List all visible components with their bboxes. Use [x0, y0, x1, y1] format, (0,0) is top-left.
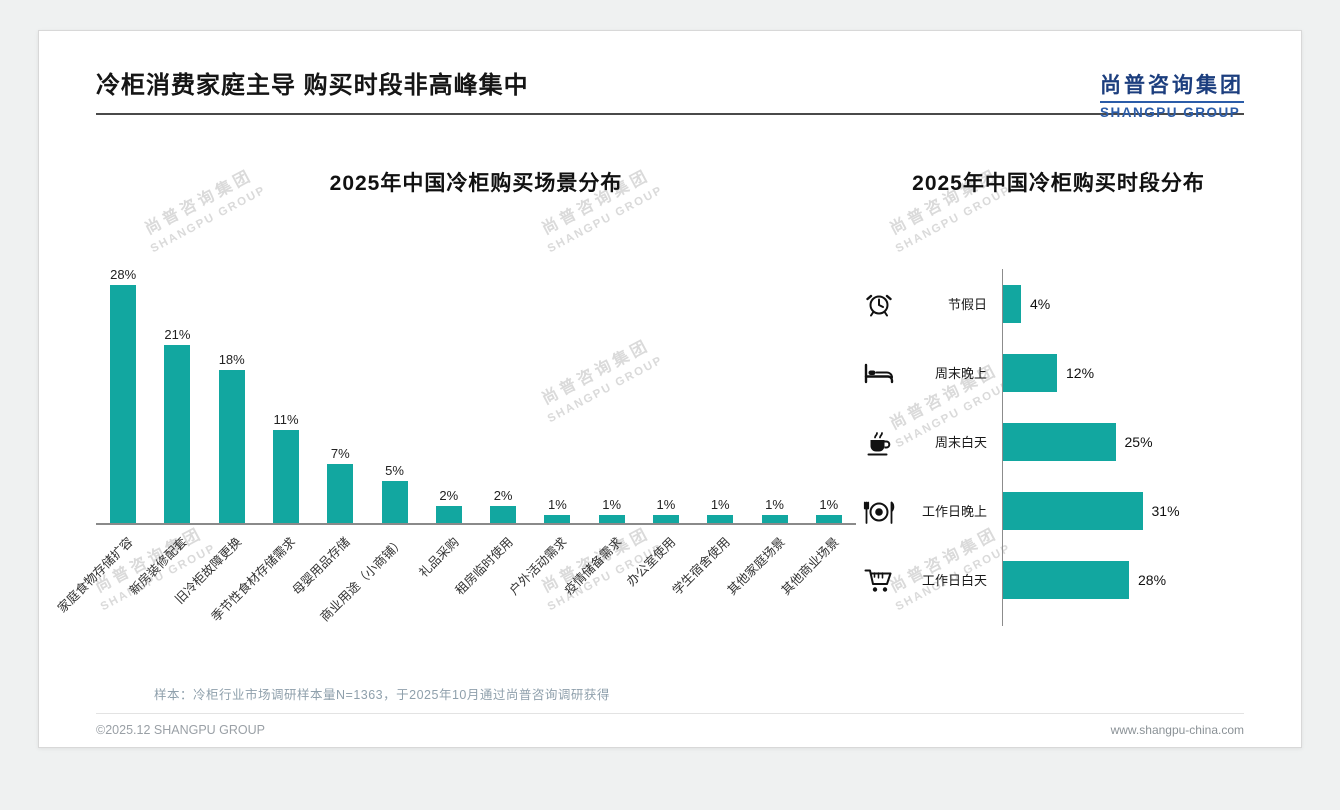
- bar-value-label: 18%: [218, 352, 245, 367]
- scene-bar-column: 2% 租房临时使用: [453, 253, 530, 598]
- time-category-label: 周末白天: [934, 435, 987, 450]
- scene-category-label: 疫情储备需求: [561, 534, 625, 598]
- time-bar-area: 25%: [1002, 407, 1261, 476]
- time-bar: [1003, 284, 1021, 323]
- header-divider: [96, 113, 1244, 115]
- time-category-label: 周末晚上: [934, 366, 987, 381]
- time-bar-area: 4%: [1002, 269, 1261, 338]
- scene-bar-column: 5% 商业用途（小商铺）: [318, 253, 421, 624]
- scene-bar-column: 21% 新房装修配套: [127, 253, 204, 598]
- page-title: 冷柜消费家庭主导 购买时段非高峰集中: [96, 72, 529, 99]
- bar-value-label: 5%: [385, 462, 404, 478]
- company-logo: 尚普咨询集团 SHANGPU GROUP: [1100, 69, 1244, 120]
- time-row: 工作日晚上 31%: [856, 476, 1261, 545]
- time-category-label: 工作日晚上: [921, 504, 987, 519]
- logo-cn-text: 尚普咨询集团: [1100, 74, 1244, 97]
- bar-value-label: 1%: [656, 496, 676, 512]
- time-bar: [1003, 491, 1143, 530]
- scene-bar: [761, 514, 788, 523]
- shopping-cart-icon: [856, 565, 902, 595]
- scene-bar: [544, 514, 571, 523]
- sample-note: 样本：冷柜行业市场调研样本量N=1363，于2025年10月通过尚普咨询调研获得: [154, 688, 610, 702]
- scene-bar: [490, 506, 517, 523]
- scene-bar: [381, 480, 408, 523]
- scene-bar-column: 28% 家庭食物存储扩容: [55, 253, 150, 615]
- scene-category-label: 户外活动需求: [507, 534, 571, 598]
- header: 冷柜消费家庭主导 购买时段非高峰集中: [39, 31, 1301, 100]
- time-bar-area: 28%: [1002, 545, 1261, 614]
- scene-bar: [218, 370, 245, 523]
- scene-bar: [164, 344, 191, 523]
- slide-card: 尚普咨询集团 SHANGPU GROUP 尚普咨询集团 SHANGPU GROU…: [38, 30, 1302, 748]
- dining-icon: [856, 496, 902, 526]
- time-bar: [1003, 353, 1057, 392]
- scene-bar-column: 1% 办公室使用: [625, 253, 693, 589]
- scene-bar: [815, 514, 842, 523]
- scene-bar-column: 1% 户外活动需求: [507, 253, 584, 598]
- scene-bar-column: 11% 季节性食材存储需求: [209, 253, 313, 624]
- time-bar-area: 31%: [1002, 476, 1261, 545]
- bar-value-label: 1%: [547, 496, 567, 512]
- charts-area: 2025年中国冷柜购买场景分布 28% 家庭食物存储扩容 21% 新房装修配套 18% 旧…: [39, 167, 1301, 626]
- scene-bar: [110, 285, 137, 523]
- scene-bar-column: 7% 母婴用品存储: [290, 253, 367, 598]
- time-chart-title: 2025年中国冷柜购买时段分布: [912, 172, 1205, 195]
- scene-bar-column: 2% 礼品采购: [416, 253, 476, 580]
- scene-bar: [652, 514, 679, 523]
- bar-value-label: 1%: [710, 496, 730, 512]
- bar-value-label: 28%: [110, 267, 137, 282]
- time-row: 周末晚上 12%: [856, 338, 1261, 407]
- scene-category-label: 家庭食物存储扩容: [55, 534, 136, 616]
- bar-value-label: 21%: [164, 326, 191, 342]
- scene-chart-title: 2025年中国冷柜购买场景分布: [329, 172, 623, 195]
- scene-chart: 2025年中国冷柜购买场景分布 28% 家庭食物存储扩容 21% 新房装修配套 18% 旧…: [55, 167, 856, 626]
- alarm-clock-icon: [856, 289, 902, 319]
- time-chart: 2025年中国冷柜购买时段分布 节假日 4% 周末晚上 12% 周末白天 25% 工作…: [856, 167, 1261, 626]
- scene-bar-column: 1% 其他家庭场景: [724, 253, 801, 598]
- scene-bar-column: 18% 旧冷柜故障更换: [173, 253, 259, 607]
- time-bar: [1003, 422, 1116, 461]
- time-row: 工作日白天 28%: [856, 545, 1261, 614]
- time-category-label: 节假日: [947, 297, 987, 312]
- bar-value-label: 4%: [1030, 295, 1051, 312]
- bar-value-label: 2%: [439, 488, 459, 503]
- footer-url: www.shangpu-china.com: [1110, 723, 1244, 737]
- time-row: 节假日 4%: [856, 269, 1261, 338]
- scene-category-label: 礼品采购: [416, 534, 462, 581]
- scene-bar: [707, 514, 734, 523]
- scene-bar: [272, 429, 299, 523]
- scene-category-label: 其他家庭场景: [724, 534, 788, 598]
- scene-bar: [435, 506, 462, 523]
- bar-value-label: 2%: [493, 488, 513, 503]
- bed-icon: [856, 358, 902, 388]
- bar-value-label: 7%: [330, 445, 350, 461]
- scene-bar-column: 1% 其他商业场景: [779, 253, 856, 598]
- bar-value-label: 1%: [602, 496, 622, 512]
- bar-value-label: 12%: [1066, 364, 1095, 381]
- scene-bar: [598, 514, 625, 523]
- bar-value-label: 1%: [765, 496, 784, 512]
- time-bar: [1003, 560, 1129, 599]
- bar-value-label: 25%: [1124, 433, 1153, 450]
- scene-bars-plot: 28% 家庭食物存储扩容 21% 新房装修配套 18% 旧冷柜故障更换 11% 季节性食材存储…: [55, 253, 856, 624]
- time-rows-plot: 节假日 4% 周末晚上 12% 周末白天 25% 工作日晚上 31% 工作日白天 28%: [856, 269, 1261, 614]
- scene-bar-column: 1% 疫情储备需求: [561, 253, 639, 598]
- scene-bar-column: 1% 学生宿舍使用: [670, 253, 747, 598]
- coffee-icon: [856, 427, 902, 457]
- footer: ©2025.12 SHANGPU GROUP www.shangpu-china…: [96, 713, 1244, 737]
- bar-value-label: 11%: [273, 411, 299, 427]
- time-axis-tail: [1002, 614, 1261, 626]
- footer-copyright: ©2025.12 SHANGPU GROUP: [96, 723, 265, 737]
- time-category-label: 工作日白天: [921, 573, 987, 588]
- bar-value-label: 1%: [819, 496, 839, 512]
- bar-value-label: 31%: [1151, 502, 1180, 519]
- time-row: 周末白天 25%: [856, 407, 1261, 476]
- logo-en-text: SHANGPU GROUP: [1100, 101, 1244, 120]
- bar-value-label: 28%: [1138, 571, 1167, 588]
- scene-bar: [327, 463, 354, 523]
- time-bar-area: 12%: [1002, 338, 1261, 407]
